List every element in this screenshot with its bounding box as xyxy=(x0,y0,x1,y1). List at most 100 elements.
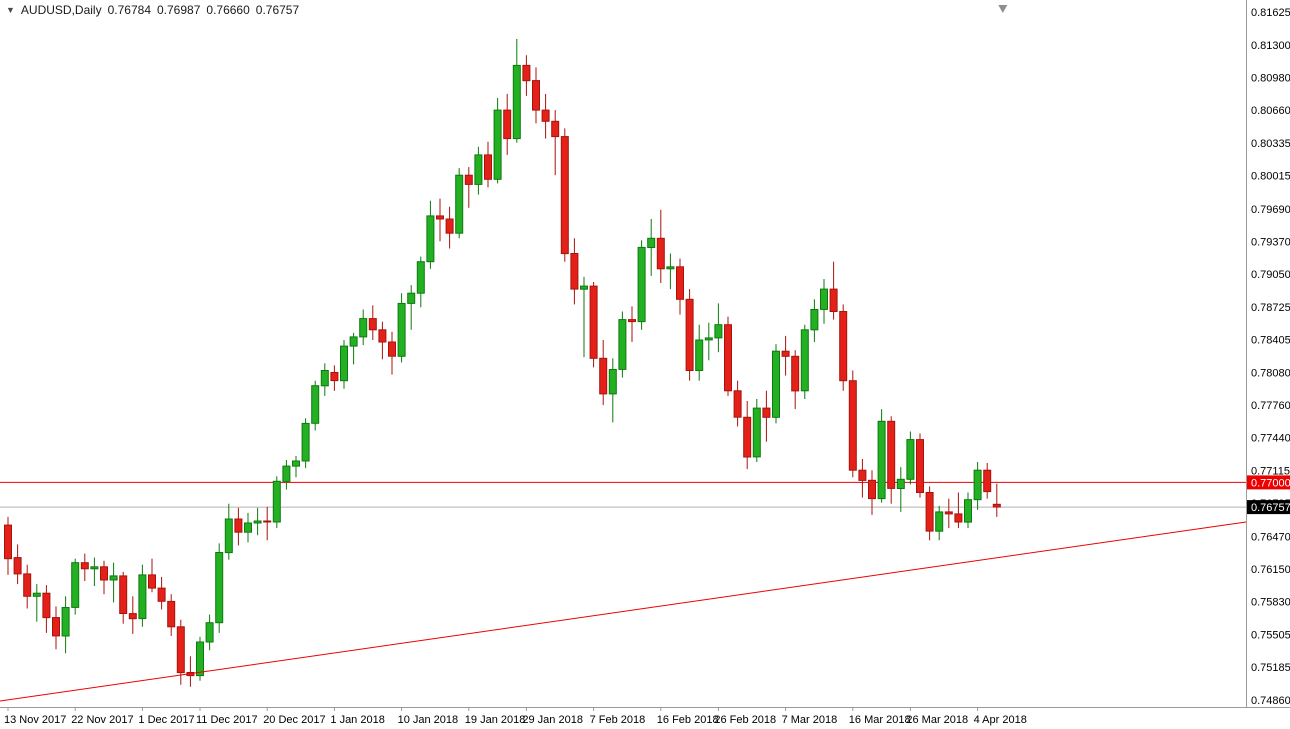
candle-body xyxy=(80,562,89,570)
price-scale-label: 0.77115 xyxy=(1251,466,1290,478)
candle xyxy=(224,503,233,560)
candle xyxy=(973,462,982,510)
chart-shift-marker[interactable] xyxy=(998,5,1008,13)
price-scale-label: 0.80660 xyxy=(1251,105,1290,117)
time-scale-label: 7 Feb 2018 xyxy=(590,714,646,726)
candle xyxy=(964,492,972,529)
candle-body xyxy=(983,469,992,493)
candle xyxy=(733,380,742,427)
price-scale-label: 0.81625 xyxy=(1251,7,1290,19)
candle-body xyxy=(964,499,972,523)
candle xyxy=(426,200,435,269)
candle-body xyxy=(301,422,310,462)
candle-body xyxy=(282,465,291,482)
candle-body xyxy=(234,518,243,533)
candle-body xyxy=(839,311,848,382)
candle xyxy=(176,619,185,685)
candle-body xyxy=(714,324,723,339)
symbol-period-label: AUDUSD,Daily xyxy=(20,3,102,17)
candle-body xyxy=(925,492,934,532)
candle xyxy=(272,476,281,529)
candle-body xyxy=(445,218,454,234)
candle-body xyxy=(311,385,320,424)
candle-body xyxy=(320,370,329,387)
candle-body xyxy=(119,575,128,615)
candle xyxy=(772,344,780,424)
candle xyxy=(589,282,598,368)
candle-body xyxy=(877,420,886,500)
candle-body xyxy=(148,574,156,589)
chart-dropdown-icon[interactable]: ▼ xyxy=(6,4,15,15)
candle xyxy=(32,584,41,622)
bid-price-tag-text: 0.76757 xyxy=(1251,502,1290,514)
candle xyxy=(580,276,588,358)
candle xyxy=(810,299,819,342)
candle xyxy=(829,261,838,320)
price-scale-label: 0.76470 xyxy=(1251,531,1290,543)
candle xyxy=(455,168,464,239)
candle-body xyxy=(176,626,185,674)
candle xyxy=(656,209,665,283)
price-scale-label: 0.77440 xyxy=(1251,433,1290,445)
candle xyxy=(868,470,876,515)
candle-body xyxy=(618,319,627,370)
candle-body xyxy=(436,215,444,220)
candle xyxy=(234,507,243,546)
candle-body xyxy=(426,215,435,263)
candle-body xyxy=(868,479,876,500)
close-value: 0.76757 xyxy=(255,3,300,17)
candle-body xyxy=(253,520,262,524)
candle-body xyxy=(340,345,348,382)
price-scale-label: 0.79690 xyxy=(1251,204,1290,216)
candle xyxy=(157,576,166,610)
candle xyxy=(13,544,22,585)
candle-body xyxy=(292,460,300,467)
time-scale-label: 4 Apr 2018 xyxy=(974,714,1027,726)
candle xyxy=(820,279,828,324)
candle xyxy=(474,146,483,195)
candle-body xyxy=(61,607,70,637)
candle-body xyxy=(589,285,598,359)
candle xyxy=(551,110,560,176)
candle xyxy=(532,67,540,124)
candle xyxy=(887,416,896,504)
candle xyxy=(503,93,512,155)
candle xyxy=(80,553,89,581)
candle-body xyxy=(704,337,713,341)
candle xyxy=(263,506,272,541)
candle-body xyxy=(512,64,521,140)
time-scale-label: 10 Jan 2018 xyxy=(398,714,459,726)
candle-body xyxy=(416,261,425,294)
price-scale-label: 0.80335 xyxy=(1251,138,1290,150)
candle-body xyxy=(378,329,387,343)
candle-body xyxy=(935,511,944,532)
candle xyxy=(292,455,300,478)
candle xyxy=(148,558,156,593)
candle xyxy=(119,571,128,624)
candle-body xyxy=(138,574,147,620)
candle-body xyxy=(954,513,963,523)
price-scale-label: 0.75830 xyxy=(1251,596,1290,608)
candle xyxy=(848,370,857,478)
candle xyxy=(541,93,550,139)
time-scale-label: 1 Jan 2018 xyxy=(330,714,384,726)
time-scale-label: 26 Mar 2018 xyxy=(906,714,968,726)
candle-body xyxy=(848,380,857,471)
candle xyxy=(196,636,204,681)
candle-body xyxy=(205,622,214,643)
candle xyxy=(61,596,70,654)
price-scale-label: 0.78405 xyxy=(1251,334,1290,346)
candle-body xyxy=(820,288,828,310)
candle-body xyxy=(109,575,118,581)
low-value: 0.76660 xyxy=(206,3,250,17)
candle xyxy=(791,350,800,410)
candle-body xyxy=(695,339,704,371)
candle-body xyxy=(887,420,896,489)
candle-body xyxy=(743,416,752,458)
candle-body xyxy=(455,174,464,234)
candle xyxy=(522,55,531,96)
candle xyxy=(42,585,51,633)
price-scale-label: 0.80980 xyxy=(1251,73,1290,85)
trendline[interactable] xyxy=(0,521,1247,702)
